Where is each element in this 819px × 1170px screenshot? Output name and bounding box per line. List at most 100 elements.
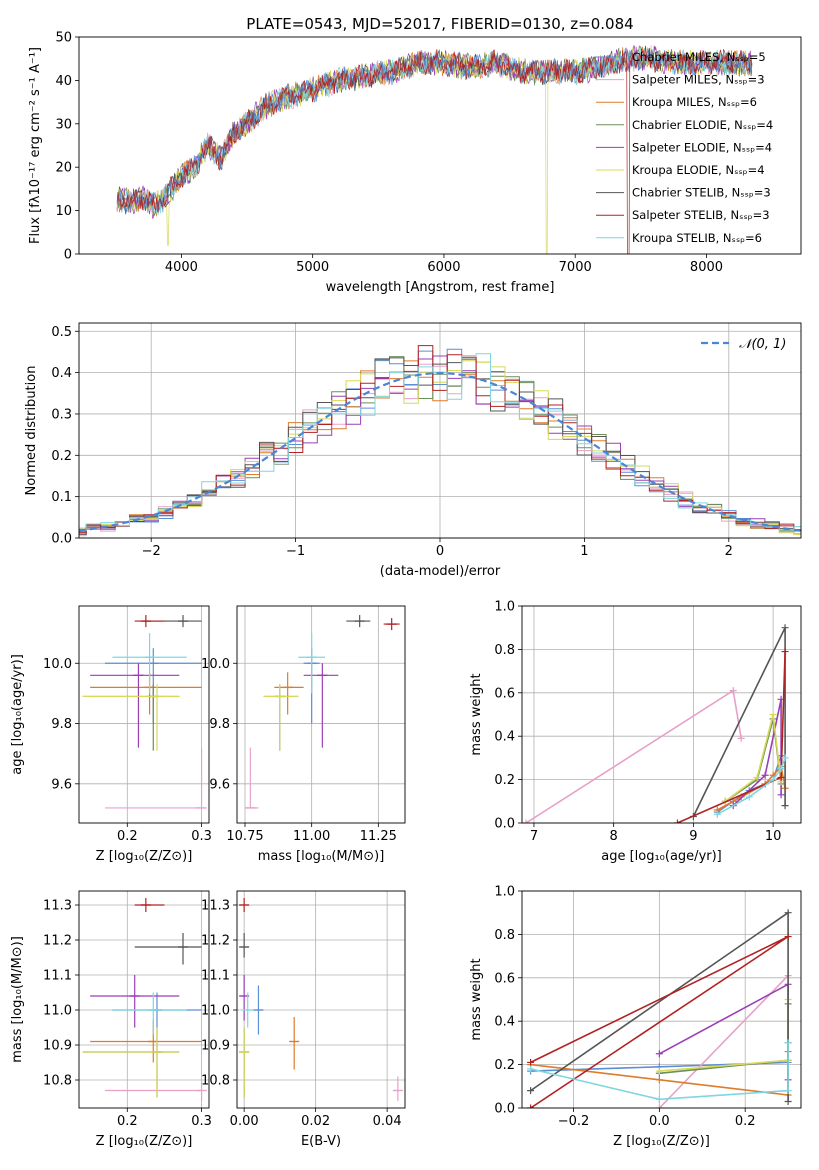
errorbars — [245, 615, 400, 809]
x-tick-label: 6000 — [427, 260, 460, 275]
y-tick-label: 0.0 — [494, 1102, 515, 1117]
mass-weight-line-9 — [530, 1042, 789, 1101]
y-tick-label: 9.6 — [51, 777, 72, 792]
y-tick-label: 1.0 — [494, 885, 515, 900]
x-tick-label: 0.3 — [191, 829, 212, 844]
y-tick-label: 10.8 — [201, 1074, 230, 1089]
mass-weight-marker — [745, 793, 753, 801]
errorbars — [82, 615, 207, 809]
y-tick-label: 10.9 — [201, 1039, 230, 1054]
x-tick-label: −1 — [286, 544, 305, 559]
x-tick-label: 0.04 — [373, 1114, 402, 1129]
mass-weight-marker — [781, 648, 789, 656]
x-tick-label: 0.2 — [735, 1114, 756, 1129]
y-tick-label: 0.5 — [51, 325, 72, 340]
x-tick-label: 11.25 — [360, 829, 397, 844]
x-axis-label: age [log₁₀(age/yr)] — [601, 849, 722, 864]
x-tick-label: 8 — [610, 829, 618, 844]
legend-entry-5: Salpeter ELODIE, Nₛₛₚ=4 — [632, 140, 772, 154]
mass-weight-marker — [784, 909, 792, 917]
y-tick-label: 11.3 — [201, 899, 230, 914]
mass-weight-marker — [781, 754, 789, 762]
mass-weight-marker — [753, 773, 761, 781]
mass-weight-marker — [784, 1039, 792, 1047]
mass-vs-metallicity-panel: 0.2 0.3 10.8 10.9 11.0 11.1 11.2 11.3 Z [log₁₀(Z… — [10, 890, 212, 1149]
x-tick-label: −2 — [142, 544, 161, 559]
mass-weight-line-4 — [659, 1003, 789, 1075]
errorbars — [82, 898, 207, 1101]
mass-weight-marker — [781, 624, 789, 632]
x-tick-label: 11.00 — [293, 829, 330, 844]
y-tick-label: 0.1 — [51, 490, 72, 505]
axes-frame — [78, 322, 802, 539]
mass-weight-marker — [655, 1076, 663, 1084]
x-tick-label: 8000 — [690, 260, 723, 275]
y-tick-label: 0.2 — [494, 773, 515, 788]
mass-weight-marker — [769, 711, 777, 718]
y-axis-label: mass [log₁₀(M/M⊙)] — [10, 936, 25, 1063]
mass-weight-vs-age-panel: 7 8 9 10 0.0 0.2 0.4 0.6 0.8 1.0 age [log₁₀(age/yr… — [469, 600, 802, 864]
mass-weight-marker — [784, 1087, 792, 1095]
histogram-series-3 — [79, 360, 801, 535]
axes-frame — [78, 890, 210, 1109]
x-tick-label: 10.75 — [226, 829, 263, 844]
x-tick-label: 7 — [530, 829, 538, 844]
x-tick-label: 0.00 — [230, 1114, 259, 1129]
y-tick-label: 11.2 — [201, 934, 230, 949]
axes-frame — [521, 605, 802, 824]
mass-weight-marker — [713, 810, 721, 818]
y-tick-label: 30 — [55, 117, 72, 132]
spectrum-panel: 4000 5000 6000 7000 8000 0 10 20 30 40 50 wavelengt… — [28, 31, 802, 295]
legend-entry-normal: 𝒩(0, 1) — [739, 337, 786, 352]
chart-title: PLATE=0543, MJD=52017, FIBERID=0130, z=0… — [246, 15, 633, 33]
x-axis-label: Z [log₁₀(Z/Z⊙)] — [613, 1134, 710, 1149]
y-tick-label: 10.8 — [43, 1074, 72, 1089]
y-tick-label: 11.0 — [43, 1004, 72, 1019]
mass-weight-line-5 — [732, 699, 782, 807]
legend-entry-9: Kroupa STELIB, Nₛₛₚ=6 — [632, 231, 762, 245]
y-tick-label: 0.4 — [494, 730, 515, 745]
y-tick-label: 0.6 — [494, 971, 515, 986]
x-tick-label: 0 — [436, 544, 444, 559]
y-tick-label: 20 — [55, 161, 72, 176]
y-tick-label: 11.1 — [43, 969, 72, 984]
x-tick-label: 1 — [580, 544, 588, 559]
histogram-steps — [79, 345, 801, 537]
age-vs-metallicity-panel: 0.2 0.3 9.6 9.8 10.0 Z [log₁₀(Z/Z⊙)] age [log₁… — [10, 605, 212, 864]
y-tick-label: 0.3 — [51, 407, 72, 422]
mass-weight-marker — [527, 1104, 535, 1108]
axes-frame — [236, 605, 406, 824]
y-tick-label: 10.0 — [201, 657, 230, 672]
y-tick-label: 11.1 — [201, 969, 230, 984]
y-tick-label: 10.0 — [43, 657, 72, 672]
legend-entry-4: Chabrier ELODIE, Nₛₛₚ=4 — [632, 118, 773, 132]
mass-weight-marker — [737, 734, 745, 742]
x-axis-label: E(B-V) — [301, 1134, 341, 1149]
legend-entry-2: Salpeter MILES, Nₛₛₚ=3 — [632, 73, 765, 87]
y-axis-label: Flux [fλ10⁻¹⁷ erg cm⁻² s⁻¹ A⁻¹] — [28, 47, 43, 244]
y-tick-label: 0.6 — [494, 686, 515, 701]
x-axis-label: Z [log₁₀(Z/Z⊙)] — [96, 849, 193, 864]
y-axis-label: mass weight — [469, 673, 484, 755]
y-tick-label: 0.2 — [51, 449, 72, 464]
mass-weight-marker — [522, 819, 530, 823]
mass-weight-marker — [761, 771, 769, 779]
legend-entry-7: Chabrier STELIB, Nₛₛₚ=3 — [632, 186, 771, 200]
spectrum-lines — [116, 44, 753, 254]
y-tick-label: 11.3 — [43, 899, 72, 914]
age-vs-mass-panel: 10.75 11.00 11.25 9.6 9.8 10.0 mass [log₁₀(M/M… — [201, 605, 406, 864]
mass-weight-marker — [673, 819, 681, 823]
x-tick-label: 0.0 — [649, 1114, 670, 1129]
mass-weight-marker — [729, 687, 737, 695]
errorbars — [239, 898, 403, 1101]
legend-entry-1: Chabrier MILES, Nₛₛₚ=5 — [632, 50, 766, 64]
legend-entry-6: Kroupa ELODIE, Nₛₛₚ=4 — [632, 163, 765, 177]
mass-weight-marker — [784, 1097, 792, 1105]
y-tick-label: 0.0 — [494, 817, 515, 832]
mass-weight-lines — [527, 909, 792, 1108]
x-axis-label: Z [log₁₀(Z/Z⊙)] — [96, 1134, 193, 1149]
mass-weight-marker — [655, 1067, 663, 1075]
normal-curve — [79, 371, 801, 532]
x-axis-label: (data-model)/error — [380, 564, 501, 579]
